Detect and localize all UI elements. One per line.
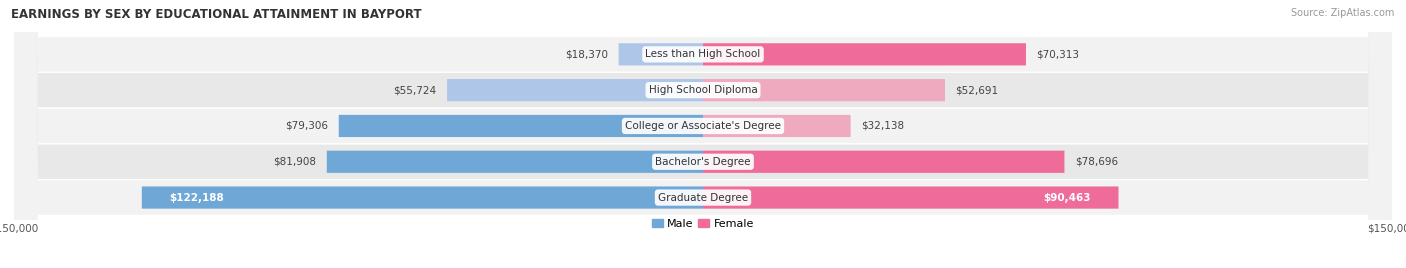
Text: $78,696: $78,696 xyxy=(1074,157,1118,167)
Text: Source: ZipAtlas.com: Source: ZipAtlas.com xyxy=(1291,8,1395,18)
Legend: Male, Female: Male, Female xyxy=(652,219,754,229)
Text: $79,306: $79,306 xyxy=(285,121,329,131)
Text: Less than High School: Less than High School xyxy=(645,49,761,59)
Text: $32,138: $32,138 xyxy=(860,121,904,131)
FancyBboxPatch shape xyxy=(339,115,703,137)
Text: $52,691: $52,691 xyxy=(955,85,998,95)
FancyBboxPatch shape xyxy=(14,0,1392,268)
FancyBboxPatch shape xyxy=(703,79,945,101)
FancyBboxPatch shape xyxy=(703,187,1119,209)
Text: High School Diploma: High School Diploma xyxy=(648,85,758,95)
Text: Bachelor's Degree: Bachelor's Degree xyxy=(655,157,751,167)
Text: $122,188: $122,188 xyxy=(169,193,224,203)
Text: EARNINGS BY SEX BY EDUCATIONAL ATTAINMENT IN BAYPORT: EARNINGS BY SEX BY EDUCATIONAL ATTAINMEN… xyxy=(11,8,422,21)
FancyBboxPatch shape xyxy=(619,43,703,65)
Text: $81,908: $81,908 xyxy=(274,157,316,167)
FancyBboxPatch shape xyxy=(703,115,851,137)
FancyBboxPatch shape xyxy=(703,151,1064,173)
FancyBboxPatch shape xyxy=(14,0,1392,268)
Text: $90,463: $90,463 xyxy=(1043,193,1091,203)
FancyBboxPatch shape xyxy=(14,0,1392,268)
Text: $18,370: $18,370 xyxy=(565,49,609,59)
Text: Graduate Degree: Graduate Degree xyxy=(658,193,748,203)
Text: $55,724: $55,724 xyxy=(394,85,437,95)
FancyBboxPatch shape xyxy=(14,0,1392,268)
Text: College or Associate's Degree: College or Associate's Degree xyxy=(626,121,780,131)
Text: $70,313: $70,313 xyxy=(1036,49,1080,59)
FancyBboxPatch shape xyxy=(326,151,703,173)
FancyBboxPatch shape xyxy=(703,43,1026,65)
FancyBboxPatch shape xyxy=(14,0,1392,268)
FancyBboxPatch shape xyxy=(142,187,703,209)
FancyBboxPatch shape xyxy=(447,79,703,101)
